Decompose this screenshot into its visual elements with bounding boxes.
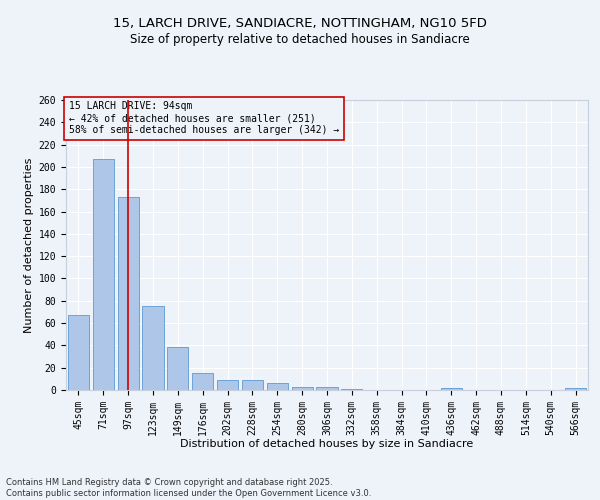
Text: Contains HM Land Registry data © Crown copyright and database right 2025.
Contai: Contains HM Land Registry data © Crown c…: [6, 478, 371, 498]
Bar: [68, 316, 89, 390]
X-axis label: Distribution of detached houses by size in Sandiacre: Distribution of detached houses by size …: [181, 439, 473, 449]
Text: Size of property relative to detached houses in Sandiacre: Size of property relative to detached ho…: [130, 32, 470, 46]
Bar: [242, 380, 263, 390]
Bar: [217, 380, 238, 390]
Text: 15, LARCH DRIVE, SANDIACRE, NOTTINGHAM, NG10 5FD: 15, LARCH DRIVE, SANDIACRE, NOTTINGHAM, …: [113, 18, 487, 30]
Bar: [167, 346, 188, 390]
Bar: [292, 386, 313, 390]
Bar: [93, 159, 114, 390]
Bar: [142, 306, 164, 390]
Bar: [316, 386, 338, 390]
Text: 15 LARCH DRIVE: 94sqm
← 42% of detached houses are smaller (251)
58% of semi-det: 15 LARCH DRIVE: 94sqm ← 42% of detached …: [68, 102, 339, 134]
Bar: [341, 389, 362, 390]
Y-axis label: Number of detached properties: Number of detached properties: [25, 158, 34, 332]
Bar: [118, 197, 139, 390]
Bar: [441, 388, 462, 390]
Bar: [192, 374, 213, 390]
Bar: [267, 384, 288, 390]
Bar: [565, 388, 586, 390]
